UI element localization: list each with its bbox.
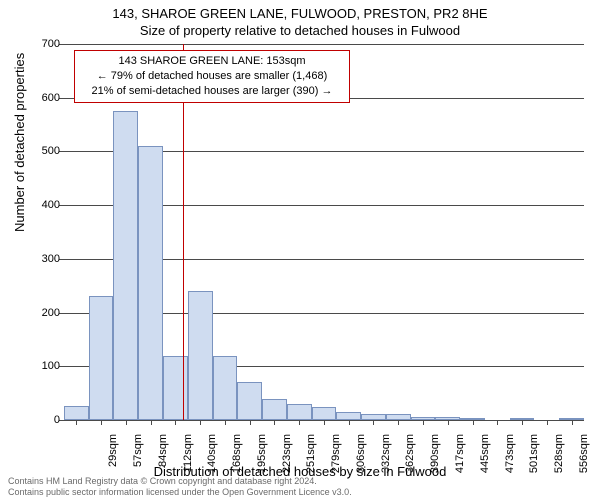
x-tick-label: 112sqm — [182, 434, 194, 474]
x-tick-mark — [349, 420, 350, 425]
y-tick-label: 200 — [20, 307, 60, 319]
x-tick-label: 57sqm — [132, 434, 144, 474]
histogram-bar — [89, 296, 114, 420]
x-tick-mark — [373, 420, 374, 425]
callout-line1: 143 SHAROE GREEN LANE: 153sqm — [81, 54, 343, 69]
x-tick-label: 84sqm — [157, 434, 169, 474]
histogram-bar — [138, 146, 163, 420]
x-tick-mark — [126, 420, 127, 425]
y-tick-label: 400 — [20, 199, 60, 211]
x-tick-label: 362sqm — [404, 434, 416, 474]
x-tick-label: 223sqm — [281, 434, 293, 474]
histogram-bar — [287, 404, 312, 420]
attribution-line2: Contains public sector information licen… — [8, 487, 352, 498]
histogram-bar — [312, 407, 337, 420]
x-tick-mark — [151, 420, 152, 425]
histogram-bar — [113, 111, 138, 420]
histogram-bar — [213, 356, 238, 420]
callout-line3: 21% of semi-detached houses are larger (… — [81, 84, 343, 99]
x-tick-mark — [547, 420, 548, 425]
y-tick-label: 0 — [20, 414, 60, 426]
x-tick-mark — [398, 420, 399, 425]
attribution: Contains HM Land Registry data © Crown c… — [8, 476, 352, 498]
x-tick-label: 417sqm — [454, 434, 466, 474]
attribution-line1: Contains HM Land Registry data © Crown c… — [8, 476, 352, 487]
histogram-bar — [262, 399, 287, 420]
x-tick-label: 140sqm — [206, 434, 218, 474]
x-tick-mark — [324, 420, 325, 425]
x-tick-mark — [200, 420, 201, 425]
histogram-bar — [336, 412, 361, 420]
histogram-bar — [237, 382, 262, 420]
x-tick-label: 501sqm — [528, 434, 540, 474]
x-tick-mark — [522, 420, 523, 425]
x-tick-mark — [448, 420, 449, 425]
x-tick-label: 473sqm — [504, 434, 516, 474]
callout-line2: ← 79% of detached houses are smaller (1,… — [81, 69, 343, 84]
y-tick-label: 600 — [20, 92, 60, 104]
y-tick-label: 700 — [20, 38, 60, 50]
x-tick-label: 29sqm — [107, 434, 119, 474]
x-tick-label: 332sqm — [380, 434, 392, 474]
gridline — [64, 44, 584, 45]
x-tick-label: 306sqm — [355, 434, 367, 474]
x-tick-mark — [250, 420, 251, 425]
x-tick-mark — [76, 420, 77, 425]
y-tick-label: 100 — [20, 360, 60, 372]
x-tick-mark — [473, 420, 474, 425]
y-tick-label: 500 — [20, 145, 60, 157]
histogram-bar — [64, 406, 89, 421]
x-tick-label: 279sqm — [330, 434, 342, 474]
y-tick-label: 300 — [20, 253, 60, 265]
x-tick-label: 195sqm — [256, 434, 268, 474]
page-title: 143, SHAROE GREEN LANE, FULWOOD, PRESTON… — [0, 0, 600, 23]
x-tick-label: 528sqm — [553, 434, 565, 474]
x-tick-mark — [299, 420, 300, 425]
x-tick-mark — [225, 420, 226, 425]
x-tick-mark — [572, 420, 573, 425]
callout-box: 143 SHAROE GREEN LANE: 153sqm ← 79% of d… — [74, 50, 350, 103]
x-tick-mark — [274, 420, 275, 425]
x-tick-label: 251sqm — [305, 434, 317, 474]
x-tick-mark — [175, 420, 176, 425]
x-tick-label: 445sqm — [479, 434, 491, 474]
x-tick-label: 390sqm — [429, 434, 441, 474]
x-tick-mark — [101, 420, 102, 425]
x-tick-label: 556sqm — [578, 434, 590, 474]
page-subtitle: Size of property relative to detached ho… — [0, 23, 600, 38]
x-tick-mark — [497, 420, 498, 425]
chart-container: 143, SHAROE GREEN LANE, FULWOOD, PRESTON… — [0, 0, 600, 500]
histogram-bar — [188, 291, 213, 420]
x-tick-label: 168sqm — [231, 434, 243, 474]
x-tick-mark — [423, 420, 424, 425]
